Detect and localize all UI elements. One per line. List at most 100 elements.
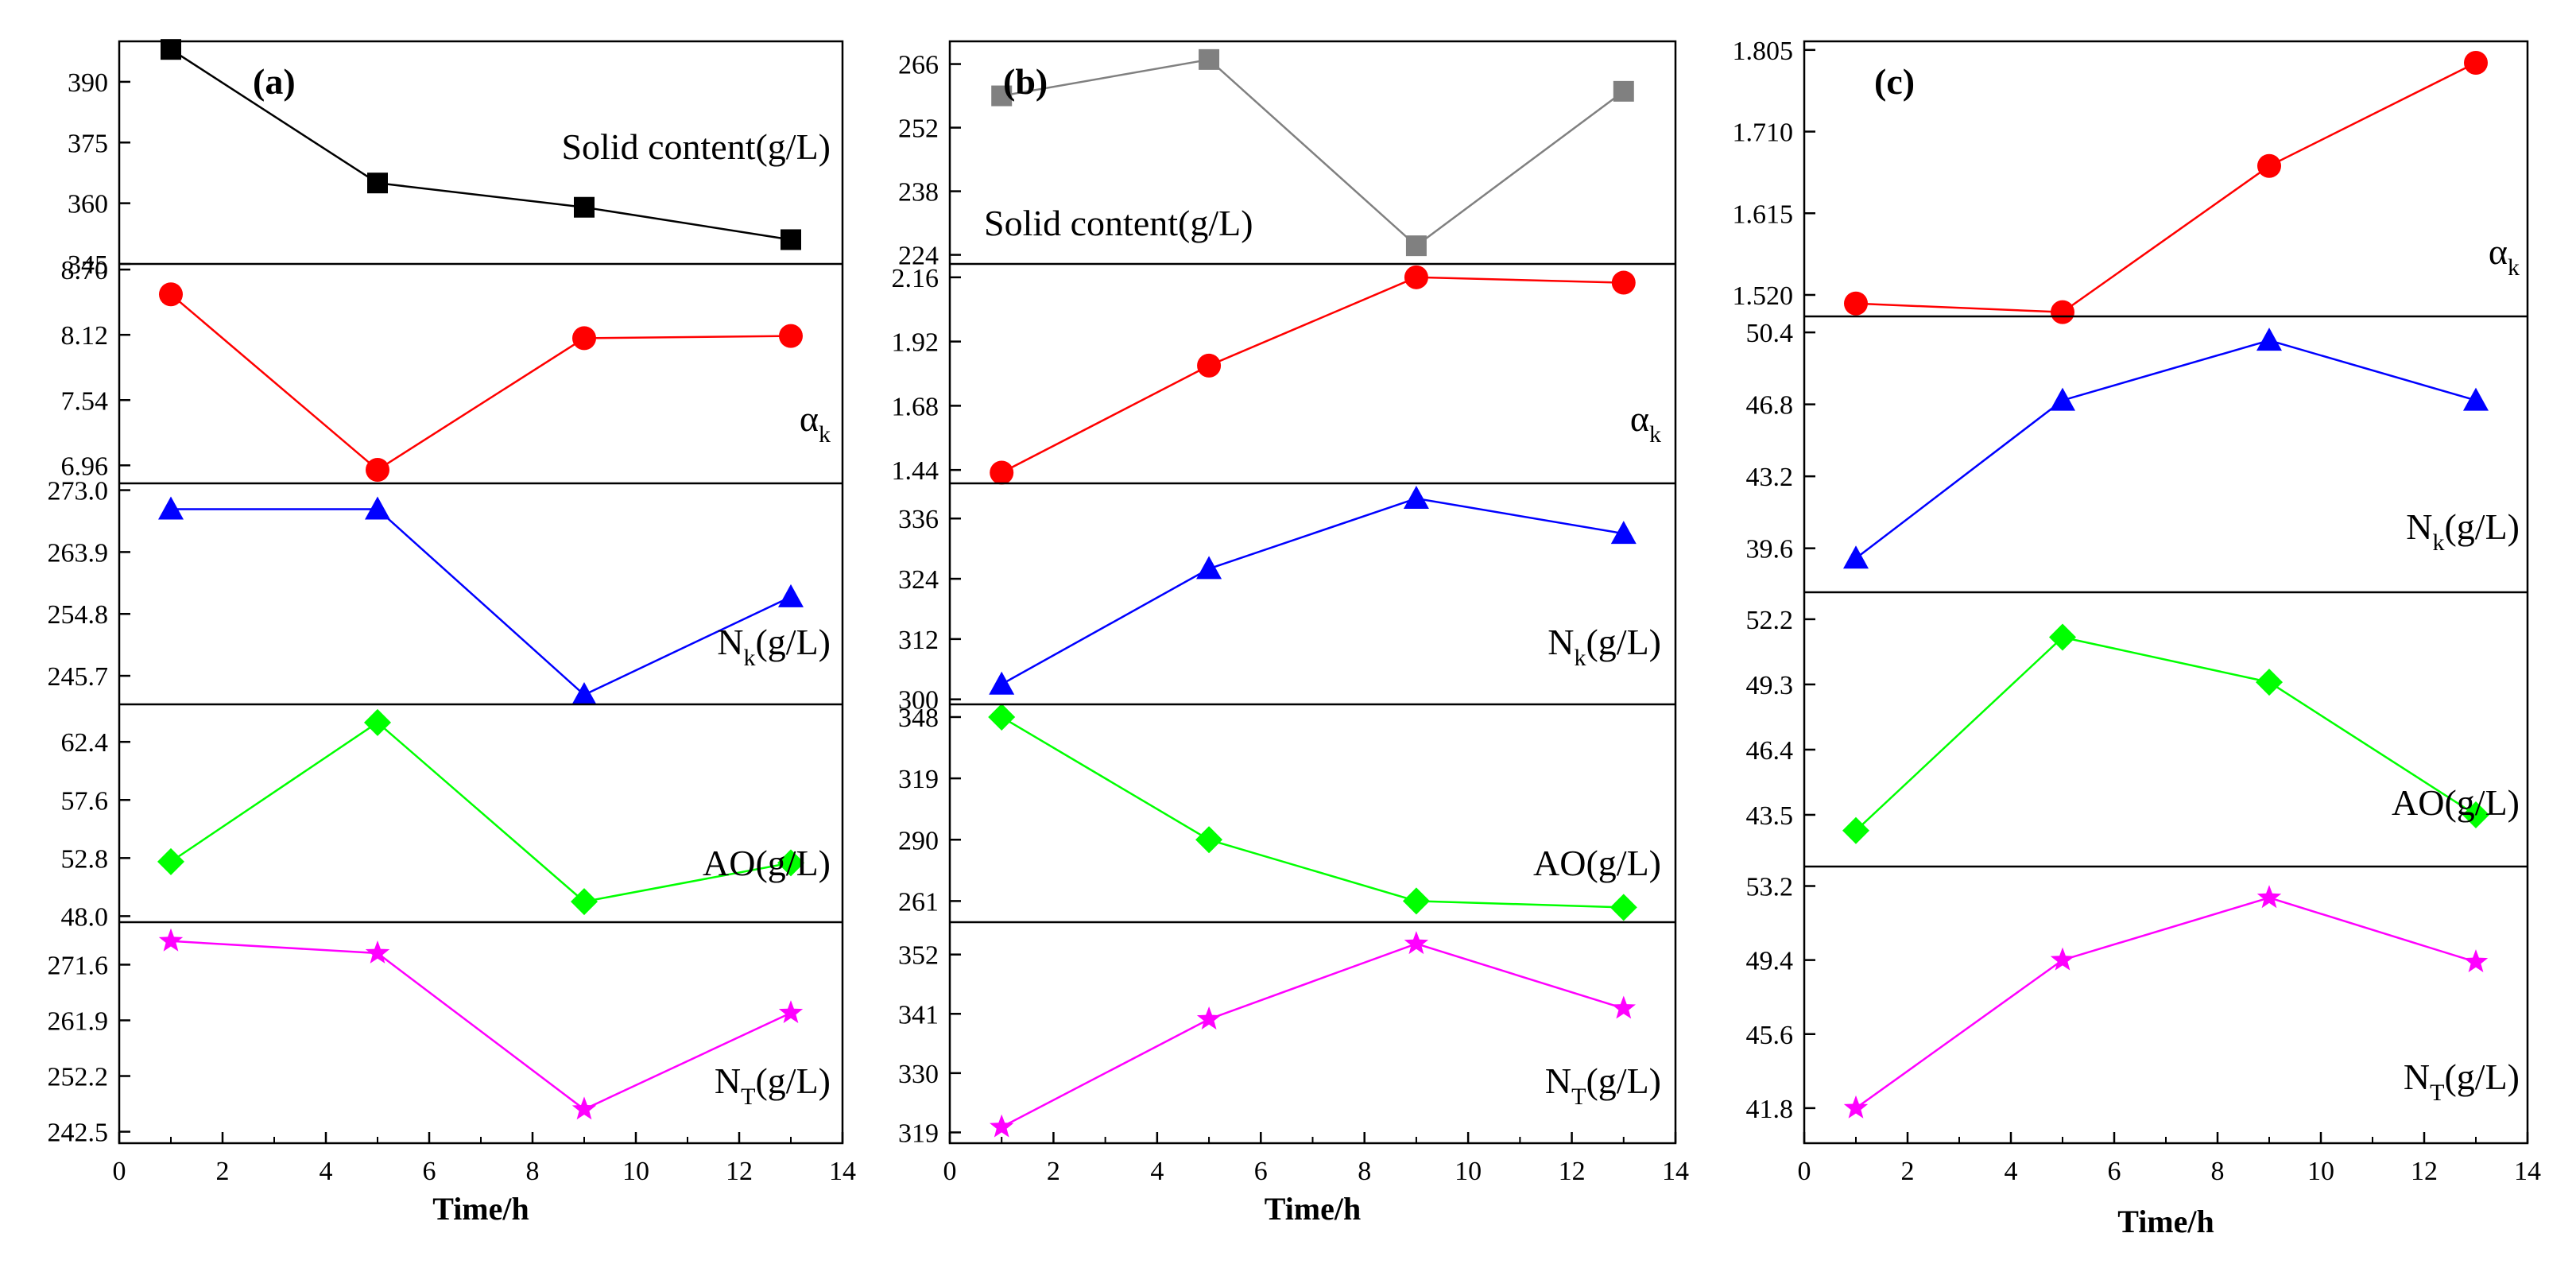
data-point [988,703,1016,731]
series-line [1001,276,1624,474]
y-tick-label: 1.805 [1733,37,1794,66]
data-point [779,324,803,348]
x-tick-label: 6 [423,1157,436,1186]
x-tick-label: 12 [1559,1157,1586,1186]
y-tick-label: 242.5 [48,1119,109,1148]
y-tick-label: 53.2 [1746,873,1794,902]
series-line [170,721,792,903]
x-axis-title: Time/h [432,1191,529,1227]
data-point [365,496,390,520]
data-point [1611,995,1636,1019]
y-tick-label: 300 [898,686,939,715]
y-tick-label: 1.68 [892,392,939,421]
y-tick-label: 41.8 [1746,1095,1794,1124]
y-tick-label: 254.8 [48,600,109,630]
data-point [2050,947,2075,971]
series-label: AO(g/L) [2392,782,2520,823]
y-tick-label: 319 [898,1119,939,1148]
y-tick-label: 49.3 [1746,671,1794,700]
series-line [1001,58,1625,247]
data-point [1843,545,1869,569]
y-tick-label: 245.7 [48,662,109,692]
x-tick-label: 4 [2005,1157,2018,1186]
y-tick-label: 8.70 [61,256,109,285]
y-tick-label: 43.2 [1746,463,1794,492]
y-tick-label: 261 [898,887,939,917]
x-tick-label: 14 [1662,1157,1689,1186]
y-tick-label: 261.9 [48,1006,109,1036]
data-point [2256,328,2282,351]
x-tick-label: 4 [1150,1157,1164,1186]
y-tick-label: 46.4 [1746,736,1794,766]
data-point [990,460,1014,485]
data-point [158,496,184,520]
data-point [366,458,389,483]
y-tick-label: 375 [68,129,108,158]
y-tick-label: 345 [68,250,108,280]
y-tick-label: 1.615 [1733,200,1794,229]
data-point [1842,816,1869,844]
series-label: αk [800,398,831,448]
x-tick-label: 2 [1901,1157,1915,1186]
data-point [157,847,184,875]
y-tick-label: 62.4 [61,728,109,758]
series-line [170,293,792,471]
data-point [1405,235,1427,257]
y-tick-label: 348 [898,704,939,733]
series-label: Solid content(g/L) [984,203,1253,243]
data-point [571,1096,597,1120]
y-tick-label: 2.16 [892,264,939,293]
x-tick-label: 0 [113,1157,126,1186]
x-tick-label: 2 [216,1157,230,1186]
data-point [2256,885,2282,909]
y-tick-label: 290 [898,826,939,855]
x-tick-label: 4 [320,1157,333,1186]
y-tick-label: 252 [898,114,939,144]
data-point [574,196,595,218]
x-tick-label: 8 [1358,1157,1371,1186]
y-tick-label: 6.96 [61,452,109,481]
series-label: αk [2489,231,2520,281]
x-tick-label: 6 [2108,1157,2121,1186]
data-point [572,326,596,351]
x-tick-label: 10 [1455,1157,1482,1186]
x-tick-label: 6 [1254,1157,1268,1186]
data-point [2463,949,2489,972]
y-tick-label: 49.4 [1746,947,1794,976]
y-tick-label: 50.4 [1746,319,1794,348]
x-tick-label: 0 [1798,1157,1811,1186]
data-point [1843,1095,1869,1119]
y-tick-label: 252.2 [48,1063,109,1092]
y-tick-label: 43.5 [1746,801,1794,831]
series-line [170,48,792,241]
data-point [777,849,804,877]
x-tick-label: 14 [829,1157,856,1186]
data-point [778,584,804,607]
x-tick-label: 12 [2411,1157,2438,1186]
series-line [1001,942,1625,1128]
series-label: AO(g/L) [703,843,831,883]
x-axis-title: Time/h [1265,1191,1362,1227]
y-tick-label: 48.0 [61,902,109,932]
data-point [2257,153,2281,178]
y-tick-label: 352 [898,941,939,971]
series-line [171,508,792,696]
y-tick-label: 224 [898,242,939,271]
data-point [1402,887,1430,915]
data-point [159,282,183,307]
data-point [1611,270,1636,295]
data-point [1610,894,1637,921]
y-tick-label: 46.8 [1746,391,1794,421]
data-point [1404,265,1428,289]
data-point [1844,291,1868,316]
data-point [1199,48,1220,70]
data-point [571,682,597,706]
data-point [1196,1006,1222,1030]
data-point [1404,931,1429,955]
data-point [1195,826,1223,854]
data-point [161,39,181,60]
data-point [158,928,184,952]
y-tick-label: 8.12 [61,321,109,351]
data-point [364,708,391,736]
